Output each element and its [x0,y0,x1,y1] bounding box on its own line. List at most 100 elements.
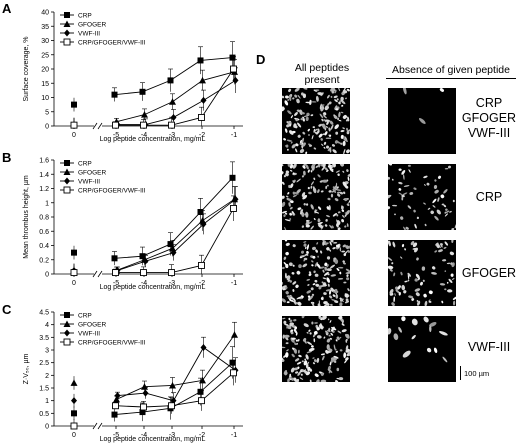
platelet-blob [338,119,342,122]
platelet-blob [305,101,311,104]
platelet-blob [325,349,329,354]
platelet-blob [305,116,309,121]
legend-marker [64,312,70,318]
platelet-blob [429,321,437,327]
data-point [169,381,176,389]
platelet-blob [348,350,350,356]
platelet-blob [285,242,290,246]
platelet-blob [342,214,345,218]
platelet-blob [297,338,300,342]
platelet-blob [303,360,308,366]
platelet-blob [314,128,318,132]
legend-marker [63,38,71,46]
platelet-blob [332,149,337,154]
platelet-blob [311,345,314,348]
platelet-blob [342,260,345,263]
platelet-blob [286,349,289,352]
platelet-blob [296,98,300,104]
platelet-blob [282,358,285,363]
platelet-blob [443,246,447,249]
y-tick-label: 1.2 [39,186,49,193]
platelet-blob [323,115,327,119]
platelet-blob [292,264,295,267]
platelet-blob [286,325,289,329]
platelet-blob [286,301,290,304]
platelet-blob [336,244,340,248]
platelet-blob [315,95,319,102]
platelet-blob [407,164,411,167]
legend-label: CRP [78,13,92,20]
x-tick-label: -2 [199,280,205,287]
platelet-blob [325,185,328,190]
platelet-blob [403,290,407,294]
platelet-blob [289,319,293,323]
platelet-blob [288,262,293,267]
platelet-blob [288,95,292,102]
y-tick-label: 5 [45,109,49,116]
panel-letter-a: A [2,1,12,16]
platelet-blob [336,336,340,341]
platelet-blob [340,164,344,167]
platelet-blob [342,181,347,187]
platelet-blob [405,226,409,230]
platelet-blob [319,224,322,228]
y-tick-label: 10 [41,95,49,102]
platelet-blob [432,205,436,208]
platelet-blob [323,283,327,286]
platelet-blob [388,240,391,246]
platelet-blob [422,279,425,282]
platelet-blob [310,114,314,117]
platelet-blob [315,249,318,253]
platelet-blob [344,198,348,202]
platelet-blob [334,89,337,94]
platelet-blob [344,225,347,228]
platelet-blob [287,110,292,115]
platelet-blob [288,317,291,321]
platelet-blob [297,134,301,138]
platelet-blob [401,196,404,201]
platelet-blob [309,99,312,105]
platelet-blob [324,262,328,267]
platelet-blob [301,360,304,363]
platelet-blob [342,89,348,94]
platelet-blob [448,278,453,284]
platelet-blob [393,333,399,341]
platelet-blob [341,323,345,326]
platelet-blob [289,298,291,300]
platelet-blob [326,145,329,149]
platelet-blob [345,345,349,351]
x-tick-label: 0 [72,280,76,287]
platelet-blob [430,210,434,215]
legend-label: CRP [78,313,92,320]
platelet-blob [289,206,293,210]
platelet-blob [319,103,322,110]
platelet-blob [291,144,296,149]
scale-bar-label: 100 µm [464,369,490,378]
data-point [232,195,239,203]
platelet-blob [295,332,298,336]
x-tick-label: -5 [113,432,119,439]
platelet-blob [339,100,341,103]
platelet-blob [284,100,289,106]
platelet-blob [400,216,404,220]
platelet-blob [295,118,299,122]
data-point [230,65,237,73]
platelet-blob [346,129,350,133]
axis-break [92,270,98,278]
data-point-zero [70,121,78,129]
platelet-blob [414,278,418,282]
y-tick-label: 20 [41,67,49,74]
platelet-blob [282,181,285,185]
platelet-blob [335,339,338,342]
platelet-blob [309,144,312,147]
legend-label: VWF-III [78,331,100,338]
data-point [197,57,204,64]
platelet-blob [439,331,448,336]
data-point [142,257,149,265]
y-tick-label: 0.5 [39,411,49,418]
platelet-blob [301,212,305,217]
platelet-blob [314,373,319,377]
platelet-blob [303,170,306,176]
platelet-blob [428,300,432,303]
platelet-blob [340,111,344,114]
